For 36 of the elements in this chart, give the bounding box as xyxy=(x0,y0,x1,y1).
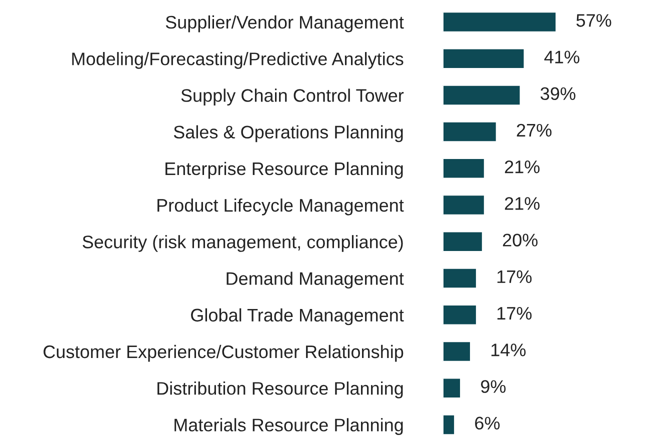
bar xyxy=(442,340,472,362)
y-tick-label: Sales & Operations Planning xyxy=(174,125,403,142)
bar xyxy=(442,414,456,436)
data-label: 57% xyxy=(576,14,612,27)
y-tick-label: Modeling/Forecasting/Predictive Analytics xyxy=(72,52,404,69)
y-tick-label: Materials Resource Planning xyxy=(174,418,403,435)
data-label: 17% xyxy=(497,307,532,320)
y-tick-label: Enterprise Resource Planning xyxy=(166,162,403,179)
bar xyxy=(442,194,486,216)
data-label: 39% xyxy=(540,87,576,100)
y-tick-label: Security (risk management, compliance) xyxy=(82,235,403,252)
y-tick-label: Global Trade Management xyxy=(191,308,404,326)
bar xyxy=(442,121,498,143)
data-label: 21% xyxy=(504,197,540,210)
data-label: 17% xyxy=(497,270,532,284)
data-label: 21% xyxy=(504,160,540,174)
bar xyxy=(442,230,484,252)
bar xyxy=(442,377,462,399)
bar xyxy=(442,11,557,33)
y-tick-label: Supply Chain Control Tower xyxy=(181,88,404,106)
data-label: 41% xyxy=(544,50,580,64)
y-tick-label: Supplier/Vendor Management xyxy=(166,15,404,32)
bar xyxy=(442,158,486,180)
data-label: 14% xyxy=(491,344,526,356)
bar xyxy=(442,304,478,326)
y-tick-label: Distribution Resource Planning xyxy=(158,382,403,398)
bar xyxy=(442,267,478,290)
bar xyxy=(442,48,526,70)
y-tick-label: Demand Management xyxy=(226,272,404,289)
data-label: 27% xyxy=(516,124,552,137)
y-tick-label: Product Lifecycle Management xyxy=(158,198,404,216)
bar xyxy=(442,84,522,106)
data-label: 9% xyxy=(481,380,506,393)
data-label: 6% xyxy=(475,416,500,430)
y-tick-label: Customer Experience/Customer Relationship xyxy=(44,344,404,362)
data-label: 20% xyxy=(502,234,538,246)
